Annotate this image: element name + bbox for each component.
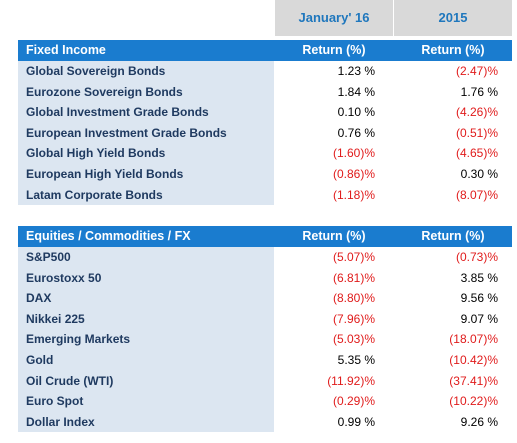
column-header-return: Return (%): [421, 43, 485, 57]
row-label: Global High Yield Bonds: [18, 143, 274, 164]
return-january-16: 5.35 %: [337, 352, 375, 367]
return-january-16: 0.10 %: [337, 105, 375, 120]
fixed-income-section: Fixed Income Return (%) Return (%) Globa…: [18, 40, 512, 206]
table-row: Euro Spot (0.29)% (10.22)%: [18, 391, 512, 412]
return-january-16: 0.99 %: [337, 414, 375, 429]
section-rows: S&P500 (5.07)% (0.73)% Eurostoxx 50 (6.81)% 3…: [18, 247, 512, 433]
table-row: Dollar Index 0.99 % 9.26 %: [18, 411, 512, 433]
row-label: Global Investment Grade Bonds: [18, 102, 274, 123]
period-header-january-16: January' 16: [275, 0, 393, 36]
section-header: Fixed Income Return (%) Return (%): [18, 40, 512, 61]
return-2015: (10.42)%: [449, 352, 498, 367]
return-2015: (4.65)%: [455, 146, 498, 161]
table-row: Global Sovereign Bonds 1.23 % (2.47)%: [18, 61, 512, 82]
table-row: Nikkei 225 (7.96)% 9.07 %: [18, 308, 512, 330]
column-header-return: Return (%): [421, 229, 485, 243]
return-2015: 3.85 %: [460, 270, 498, 285]
table-row: European Investment Grade Bonds 0.76 % (0.…: [18, 122, 512, 144]
return-2015: (8.07)%: [455, 187, 498, 202]
row-label: S&P500: [18, 247, 274, 268]
return-2015: 9.56 %: [460, 291, 498, 306]
return-2015: 0.30 %: [460, 166, 498, 181]
return-2015: 9.26 %: [460, 414, 498, 429]
return-2015: (37.41)%: [449, 373, 498, 388]
table-row: Eurozone Sovereign Bonds 1.84 % 1.76 %: [18, 81, 512, 103]
return-2015: (2.47)%: [455, 64, 498, 78]
row-label: Latam Corporate Bonds: [18, 184, 274, 206]
return-2015: (4.26)%: [455, 105, 498, 120]
return-january-16: (7.96)%: [332, 311, 375, 326]
row-label: Oil Crude (WTI): [18, 370, 274, 392]
section-rows: Global Sovereign Bonds 1.23 % (2.47)% Euroz…: [18, 61, 512, 206]
row-label: European Investment Grade Bonds: [18, 122, 274, 144]
row-label: Dollar Index: [18, 411, 274, 433]
section-header: Equities / Commodities / FX Return (%) R…: [18, 226, 512, 247]
return-january-16: 1.84 %: [337, 84, 375, 99]
table-row: Eurostoxx 50 (6.81)% 3.85 %: [18, 267, 512, 289]
return-january-16: (11.92)%: [327, 373, 375, 388]
return-january-16: (1.60)%: [332, 146, 375, 161]
row-label: Eurostoxx 50: [18, 267, 274, 289]
period-header-2015: 2015: [394, 0, 512, 36]
table-row: Global Investment Grade Bonds 0.10 % (4.26…: [18, 102, 512, 123]
row-label: European High Yield Bonds: [18, 163, 274, 185]
equities-commodities-fx-section: Equities / Commodities / FX Return (%) R…: [18, 226, 512, 433]
return-january-16: (5.07)%: [332, 250, 375, 264]
row-label: Emerging Markets: [18, 329, 274, 350]
return-2015: 9.07 %: [460, 311, 498, 326]
return-january-16: (6.81)%: [332, 270, 375, 285]
return-2015: (10.22)%: [449, 394, 498, 409]
row-label: DAX: [18, 288, 274, 309]
row-label: Nikkei 225: [18, 308, 274, 330]
table-row: European High Yield Bonds (0.86)% 0.30 %: [18, 163, 512, 185]
period-header: January' 16 2015: [0, 0, 517, 36]
section-title: Equities / Commodities / FX: [26, 229, 191, 243]
return-january-16: (1.18)%: [332, 187, 375, 202]
return-2015: (0.51)%: [455, 125, 498, 140]
column-header-return: Return (%): [302, 43, 366, 57]
return-2015: (18.07)%: [449, 332, 498, 347]
return-2015: (0.73)%: [455, 250, 498, 264]
table-row: Global High Yield Bonds (1.60)% (4.65)%: [18, 143, 512, 164]
table-row: Latam Corporate Bonds (1.18)% (8.07)%: [18, 184, 512, 206]
return-january-16: (5.03)%: [332, 332, 375, 347]
section-title: Fixed Income: [26, 43, 106, 57]
return-january-16: (0.86)%: [332, 166, 375, 181]
table-row: Oil Crude (WTI) (11.92)% (37.41)%: [18, 370, 512, 392]
table-row: Gold 5.35 % (10.42)%: [18, 349, 512, 371]
row-label: Euro Spot: [18, 391, 274, 412]
return-january-16: 1.23 %: [337, 64, 375, 78]
return-january-16: (8.80)%: [332, 291, 375, 306]
column-header-return: Return (%): [302, 229, 366, 243]
return-2015: 1.76 %: [460, 84, 498, 99]
table-row: DAX (8.80)% 9.56 %: [18, 288, 512, 309]
table-row: S&P500 (5.07)% (0.73)%: [18, 247, 512, 268]
return-january-16: (0.29)%: [332, 394, 375, 409]
row-label: Global Sovereign Bonds: [18, 61, 274, 82]
table-row: Emerging Markets (5.03)% (18.07)%: [18, 329, 512, 350]
return-january-16: 0.76 %: [337, 125, 375, 140]
row-label: Gold: [18, 349, 274, 371]
row-label: Eurozone Sovereign Bonds: [18, 81, 274, 103]
